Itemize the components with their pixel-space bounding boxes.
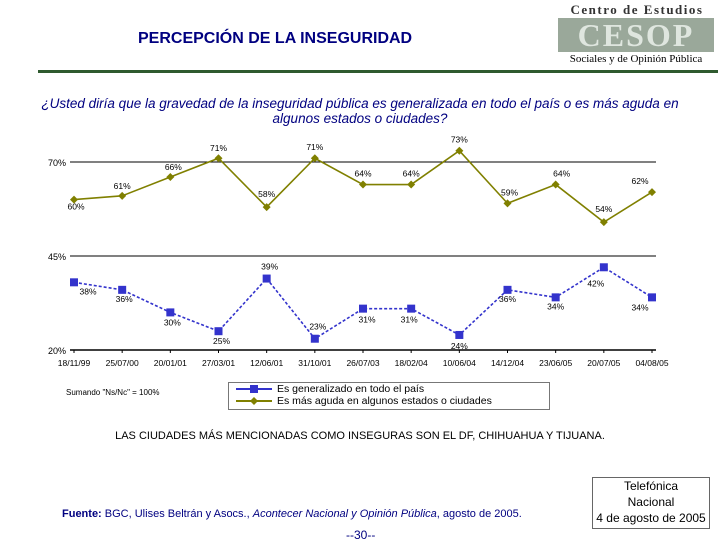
x-tick-label: 18/11/99 [58, 358, 91, 368]
data-label-aguda: 71% [210, 143, 227, 153]
data-label-aguda: 64% [354, 169, 371, 179]
data-point-aguda [70, 195, 78, 204]
x-tick-label: 04/08/05 [635, 358, 668, 368]
survey-question: ¿Usted diría que la gravedad de la inseg… [41, 96, 679, 126]
data-point-generalizado [648, 293, 656, 302]
x-tick-label: 10/06/04 [443, 358, 476, 368]
data-label-generalizado: 36% [116, 294, 133, 304]
x-tick-label: 20/07/05 [587, 358, 620, 368]
data-label-generalizado: 38% [79, 286, 96, 296]
data-point-aguda [455, 146, 464, 155]
data-label-aguda: 62% [631, 176, 648, 186]
chart-caption: LAS CIUDADES MÁS MENCIONADAS COMO INSEGU… [115, 430, 605, 442]
y-tick-label: 20% [48, 346, 66, 356]
data-point-generalizado [262, 274, 271, 283]
page-title: PERCEPCIÓN DE LA INSEGURIDAD [138, 30, 413, 47]
data-label-aguda: 71% [306, 142, 323, 152]
data-label-aguda: 64% [553, 169, 570, 179]
date-stamp: Telefónica Nacional 4 de agosto de 2005 [592, 477, 710, 529]
stamp-line-1: Telefónica [623, 479, 679, 493]
x-tick-label: 20/01/01 [154, 358, 187, 368]
data-label-generalizado: 24% [451, 341, 468, 351]
data-point-aguda [166, 173, 175, 182]
data-label-generalizado: 31% [401, 315, 418, 325]
data-point-generalizado [551, 293, 560, 302]
data-point-aguda [118, 191, 127, 200]
data-point-aguda [648, 188, 656, 197]
data-point-aguda [359, 180, 367, 189]
data-point-aguda [599, 218, 608, 227]
data-label-aguda: 59% [501, 187, 518, 197]
legend-label-generalizado: Es generalizado en todo el país [277, 383, 425, 395]
data-label-generalizado: 30% [164, 317, 181, 327]
legend-olive-diamond-icon [236, 397, 272, 405]
data-label-generalizado: 42% [587, 278, 604, 288]
data-label-aguda: 60% [67, 202, 84, 212]
x-tick-label: 25/07/00 [106, 358, 139, 368]
data-point-aguda [310, 154, 319, 163]
logo-mark: CESOP [558, 18, 714, 52]
data-point-generalizado [455, 330, 464, 339]
data-point-aguda [503, 199, 512, 208]
data-label-aguda: 64% [403, 169, 420, 179]
x-tick-label: 27/03/01 [202, 358, 235, 368]
data-label-generalizado: 39% [261, 262, 278, 272]
data-label-generalizado: 31% [358, 315, 375, 325]
data-label-generalizado: 34% [547, 301, 564, 311]
data-label-generalizado: 23% [309, 322, 326, 332]
data-point-generalizado [407, 304, 416, 313]
data-label-aguda: 66% [165, 162, 182, 172]
header-rule [38, 70, 718, 73]
y-tick-label: 70% [48, 158, 66, 168]
x-tick-label: 31/10/01 [298, 358, 331, 368]
data-point-aguda [214, 154, 223, 163]
x-tick-label: 26/07/03 [346, 358, 379, 368]
logo-top-text: Centro de Estudios [570, 2, 704, 17]
page-number: --30-- [346, 528, 376, 542]
x-tick-label: 18/02/04 [395, 358, 428, 368]
data-label-generalizado: 25% [213, 336, 230, 346]
stamp-line-2: Nacional [627, 495, 675, 509]
data-point-generalizado [503, 285, 512, 294]
legend-blue-square-icon [236, 385, 272, 393]
data-label-aguda: 58% [258, 189, 275, 199]
data-label-aguda: 73% [451, 135, 468, 145]
data-point-aguda [407, 180, 416, 189]
data-point-aguda [262, 203, 271, 212]
source-publication: Acontecer Nacional y Opinión Pública [252, 508, 437, 520]
legend-label-aguda: Es más aguda en algunos estados o ciudad… [277, 395, 492, 407]
y-tick-label: 45% [48, 252, 66, 262]
data-point-generalizado [214, 327, 223, 336]
x-tick-label: 23/06/05 [539, 358, 572, 368]
x-tick-label: 14/12/04 [491, 358, 524, 368]
source-text-1: BGC, Ulises Beltrán y Asocs., [101, 508, 253, 520]
data-label-generalizado: 34% [631, 302, 648, 312]
data-point-generalizado [359, 304, 367, 313]
chart-legend: Es generalizado en todo el país Es más a… [228, 382, 550, 410]
cesop-logo: Centro de Estudios CESOP Sociales y de O… [556, 2, 716, 70]
source-label: Fuente: [62, 508, 102, 520]
x-tick-label: 12/06/01 [250, 358, 283, 368]
line-chart: 70% 45% 20% 18/11/99 25/07/00 20/01/01 27/03/0… [48, 135, 669, 368]
data-point-generalizado [70, 278, 78, 287]
sum-note: Sumando "Ns/Nc" = 100% [66, 388, 160, 397]
data-point-generalizado [118, 285, 127, 294]
data-label-aguda: 61% [114, 181, 131, 191]
data-label-aguda: 54% [595, 204, 612, 214]
source-note: Fuente: BGC, Ulises Beltrán y Asocs., Ac… [62, 508, 522, 520]
source-text-2: , agosto de 2005. [436, 508, 522, 520]
data-point-generalizado [166, 308, 175, 317]
data-point-generalizado [599, 263, 608, 272]
series-line-generalizado [73, 266, 653, 340]
stamp-line-3: 4 de agosto de 2005 [596, 511, 706, 525]
data-point-generalizado [310, 334, 319, 343]
logo-subtitle: Sociales y de Opinión Pública [569, 53, 703, 65]
data-label-generalizado: 36% [499, 294, 516, 304]
data-point-aguda [551, 180, 560, 189]
